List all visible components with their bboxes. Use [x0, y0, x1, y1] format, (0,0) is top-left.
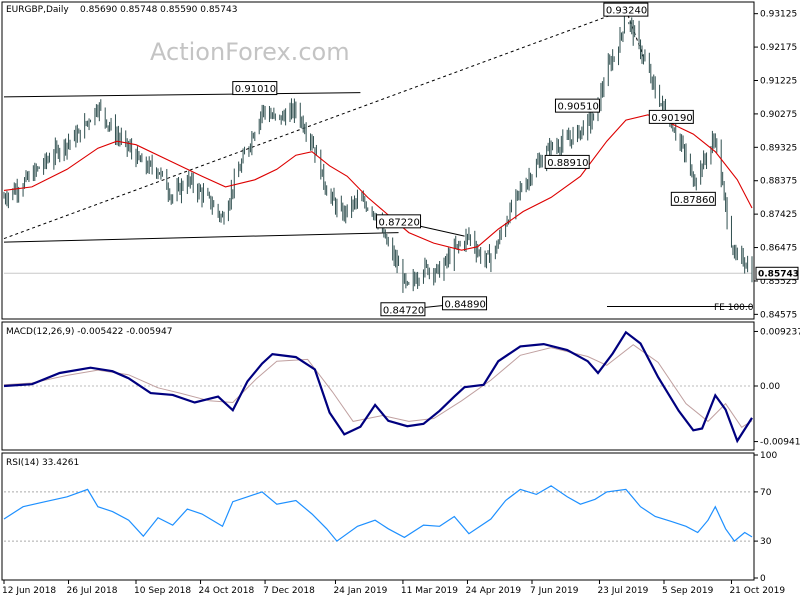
watermark: ActionForex.com [150, 38, 350, 66]
x-axis: 12 Jun 2018 26 Jul 2018 10 Sep 2018 24 Oct … [2, 580, 785, 596]
trendlines [3, 9, 752, 310]
x-tick-label: 24 Oct 2018 [199, 586, 255, 596]
x-tick-label: 7 Jun 2019 [530, 586, 579, 596]
rsi-tick-label: 0 [760, 574, 766, 584]
level-label: 0.87220 [379, 217, 420, 228]
x-tick-label: 24 Apr 2019 [465, 586, 521, 596]
x-tick-label: 10 Sep 2018 [134, 586, 191, 596]
macd-line [3, 330, 753, 444]
rsi-line [3, 485, 753, 542]
x-tick-label: 12 Jun 2018 [2, 586, 56, 596]
macd-layer: 0.009237 0.00 -0.009413 [3, 327, 800, 448]
level-label-box [232, 81, 278, 96]
price-tick-label: 0.86475 [760, 244, 797, 254]
price-bars [3, 14, 753, 293]
trendline-0 [3, 92, 361, 98]
x-tick-label: 23 Jul 2019 [597, 586, 648, 596]
price-tick-label: 0.84575 [760, 310, 797, 320]
price-tick-label: 0.91225 [760, 76, 797, 86]
price-tick-label: 0.88375 [760, 177, 797, 187]
level-label-box [554, 98, 600, 113]
macd-title: MACD(12,26,9) -0.005422 -0.005947 [6, 327, 172, 337]
price-tick-label: 0.85525 [760, 277, 797, 287]
rsi-tick-label: 100 [760, 451, 777, 461]
symbol-label: EURGBP,Daily [6, 5, 69, 15]
current-price-label: 0.85743 [758, 269, 799, 279]
level-label: 0.90510 [557, 102, 598, 113]
macd-tick-label: 0.009237 [760, 327, 800, 337]
macd-signal-line [3, 344, 753, 428]
level-label-box [603, 2, 649, 17]
price-tick-label: 0.92175 [760, 43, 797, 53]
level-label: 0.90190 [651, 113, 692, 124]
level-label: 0.84890 [445, 299, 486, 310]
level-label: 0.88910 [547, 158, 588, 169]
x-tick-label: 7 Dec 2018 [263, 586, 315, 596]
x-tick-label: 11 Mar 2019 [401, 586, 458, 596]
level-label-box [670, 191, 716, 206]
price-tick-label: 0.89325 [760, 143, 797, 153]
x-tick-label: 21 Oct 2019 [729, 586, 785, 596]
rsi-tick-label: 30 [760, 537, 772, 547]
level-label-box [376, 214, 422, 229]
level-label-box [544, 154, 590, 169]
level-label-box [648, 109, 694, 124]
level-label: 0.84720 [383, 305, 424, 316]
price-tick-label: 0.90275 [760, 110, 797, 120]
ohlc-values: 0.85690 0.85748 0.85590 0.85743 [80, 5, 237, 15]
price-tick-label: 0.87425 [760, 210, 797, 220]
price-annotations: 0.93240 0.91010 0.90510 0.90190 0.88910 0.878… [232, 2, 716, 317]
x-tick-label: 5 Sep 2019 [662, 586, 714, 596]
rsi-panel-frame [1, 452, 755, 581]
macd-tick-label: 0.00 [760, 382, 780, 392]
level-label: 0.87860 [673, 195, 714, 206]
price-tick-label: 0.93125 [760, 10, 797, 20]
trendline-1 [3, 232, 399, 243]
price-panel-frame [1, 1, 755, 320]
fe-label: FE 100.0 [714, 303, 754, 313]
level-label-box [380, 302, 426, 317]
trendline-2 [3, 9, 627, 240]
price-axis: 0.93125 0.92175 0.91225 0.90275 0.89325 0.883… [754, 10, 799, 320]
rsi-tick-label: 70 [760, 488, 772, 498]
level-label: 0.91010 [235, 84, 276, 95]
level-label-box [442, 296, 488, 311]
x-tick-label: 24 Jan 2019 [333, 586, 387, 596]
rsi-layer: 100 70 30 0 [3, 451, 777, 584]
current-price-box [755, 266, 799, 280]
level-label: 0.93240 [606, 6, 647, 17]
x-tick-label: 26 Jul 2018 [67, 586, 118, 596]
rsi-title: RSI(14) 33.4261 [6, 458, 79, 468]
macd-tick-label: -0.009413 [760, 438, 800, 448]
